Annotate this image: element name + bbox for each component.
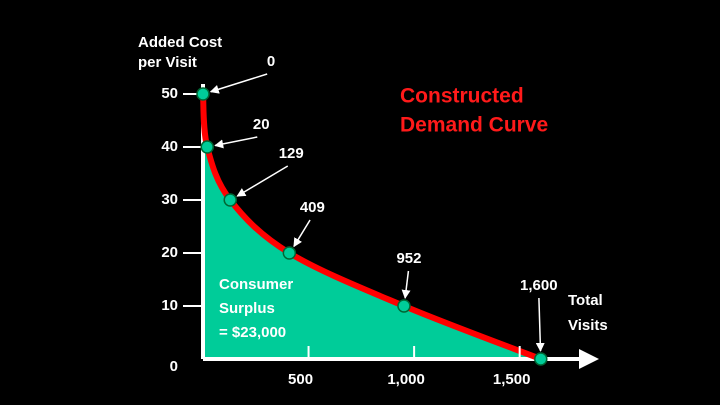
point [534,352,548,366]
chart-title: Demand Curve [400,114,548,137]
label-arrow [214,136,258,149]
point-label: 952 [396,250,421,267]
label-arrow [401,270,411,299]
point [282,246,297,260]
point [223,193,237,207]
chart-title: Constructed [400,85,524,108]
y-axis-label: per Visit [138,54,197,71]
point-label: 1,600 [520,277,558,294]
y-tick-label: 10 [161,297,178,314]
y-tick-label: 20 [161,244,178,261]
point-label: 129 [279,145,304,162]
annotation: Surplus [219,300,275,317]
area [203,94,541,359]
annotation: Consumer [219,276,293,293]
y-tick-label: 0 [170,358,178,375]
x-axis-label: Total [568,292,603,309]
point-label: 0 [267,53,275,70]
label-arrow [293,219,311,248]
x-tick-label: 1,500 [493,371,531,388]
y-axis-label: Added Cost [138,34,222,51]
annotation: = $23,000 [219,324,286,341]
point [196,87,210,101]
label-arrow [209,73,268,94]
x-axis-label: Visits [568,317,608,334]
label-arrow [535,297,545,352]
point-label: 20 [253,116,270,133]
x-tick-label: 1,000 [387,371,425,388]
y-tick-label: 30 [161,191,178,208]
point [200,140,214,154]
label-arrow [236,165,289,197]
point-label: 409 [300,199,325,216]
x-tick-label: 500 [288,371,313,388]
y-tick-label: 50 [161,85,178,102]
y-tick-label: 40 [161,138,178,155]
point [397,299,411,313]
